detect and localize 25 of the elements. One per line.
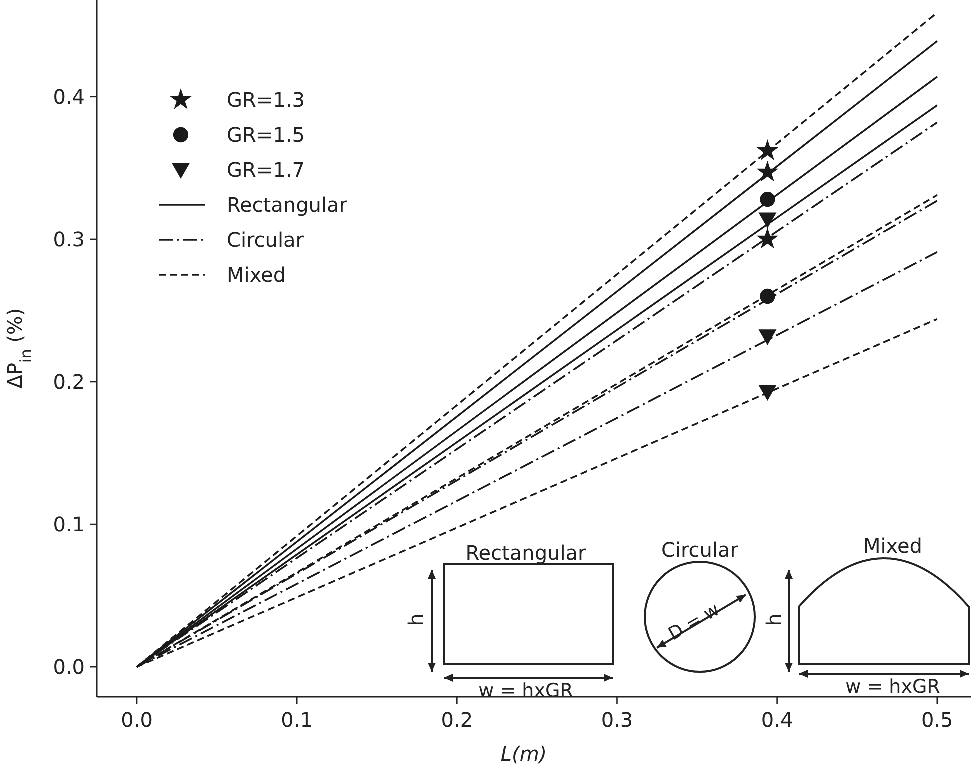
y-tick-label: 0.2 [53, 370, 85, 394]
x-tick-label: 0.5 [921, 708, 954, 732]
legend-label: GR=1.3 [227, 88, 305, 112]
y-tick-label: 0.3 [53, 227, 85, 252]
annotation: Rectangular [466, 541, 588, 565]
y-tick-label: 0.1 [53, 512, 85, 537]
annotation: Circular [661, 538, 740, 562]
legend-label: GR=1.7 [227, 158, 305, 182]
x-axis-title: L(m) [500, 742, 548, 766]
annotation: w = hxGR [478, 680, 574, 702]
legend-label: Rectangular [227, 193, 348, 217]
annotation: w = hxGR [846, 676, 940, 698]
legend-label: GR=1.5 [227, 123, 305, 147]
annotation: Mixed [863, 534, 923, 558]
x-tick-label: 0.0 [121, 708, 153, 732]
legend-label: Mixed [227, 263, 286, 287]
annotation: h [762, 614, 786, 626]
x-tick-label: 0.1 [281, 708, 313, 732]
y-tick-label: 0.4 [53, 84, 85, 109]
x-tick-label: 0.3 [601, 708, 634, 732]
annotation: h [404, 614, 428, 626]
x-tick-label: 0.4 [761, 708, 794, 732]
y-tick-label: 0.0 [53, 655, 85, 680]
x-tick-label: 0.2 [441, 708, 474, 732]
legend-label: Circular [227, 228, 305, 252]
